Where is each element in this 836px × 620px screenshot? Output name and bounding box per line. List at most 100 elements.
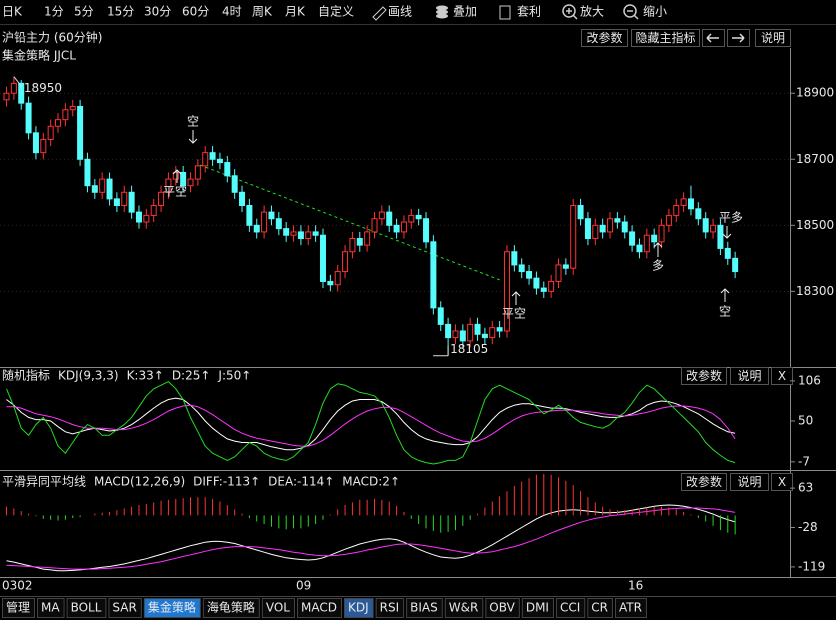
panel-button[interactable]: 说明 [730,367,769,385]
tab-frame [202,598,260,618]
button-label: 改参数 [586,30,622,45]
indicator-tab[interactable]: CCI [555,598,586,618]
signal-label: 多 [652,259,664,273]
indicator-tab[interactable]: BIAS [406,598,443,618]
tab-label: 集金策略 [148,600,196,615]
period-tab[interactable]: 4时 [222,5,242,19]
candle-body [710,224,717,233]
period-tab[interactable]: 月K [285,5,306,19]
zoom-out-icon[interactable] [623,4,639,20]
period-tab[interactable]: 日K [2,5,23,19]
indicator-tab[interactable]: SAR [108,598,142,618]
tab-frame [614,598,647,618]
button-label: 隐藏主指标 [635,30,695,45]
candle-body [47,125,54,140]
period-tab[interactable]: 自定义 [318,4,354,19]
signal-label: 平空 [163,185,187,199]
indicator-tab[interactable]: ATR [614,598,647,618]
signal-label: 平空 [502,307,526,321]
x-tick-label: 16 [628,579,643,593]
indicator-tab[interactable]: W&R [444,598,484,618]
arbitrage-icon[interactable] [499,5,511,20]
period-tab[interactable]: 1分 [44,5,64,19]
panel-button[interactable]: X [771,473,793,491]
indicator-tab[interactable]: DMI [521,598,554,618]
candle-body [297,231,304,240]
period-tab[interactable]: 60分 [182,5,209,19]
candle-body [40,138,47,154]
indicator-tab[interactable]: MACD [296,598,342,618]
tab-label: MA [41,601,60,615]
header-button[interactable]: 说明 [755,29,791,47]
candle-body [342,251,349,273]
candle-body [378,211,385,220]
candle-body [319,234,326,282]
candle-body [570,205,577,269]
indicator-line [6,380,736,465]
candle-body [290,231,297,236]
candle-body [77,105,84,160]
indicator-tab[interactable]: VOL [261,598,295,618]
period-tab[interactable]: 15分 [107,5,134,19]
indicator-tab[interactable]: RSI [375,598,405,618]
period-tab[interactable]: 5分 [74,5,94,19]
candle-body [25,102,32,134]
period-tab[interactable]: 周K [252,5,273,19]
candle-body [658,224,665,243]
y-tick-label: 18500 [796,218,834,232]
button-frame [681,473,727,491]
candle-body [533,277,540,289]
page-title: 沪铅主力 (60分钟) [2,30,102,45]
indicator-tab[interactable]: OBV [485,598,520,618]
indicator-tab[interactable]: KDJ [343,598,374,618]
header-button[interactable]: 隐藏主指标 [631,29,700,47]
candle-body [651,234,658,243]
panel-title: 集金策略 JJCL [2,48,76,63]
candle-body [717,224,724,249]
candle-body [356,238,363,246]
overlay-icon[interactable] [436,5,448,19]
tab-label: SAR [112,601,136,615]
panel-button[interactable]: 说明 [730,473,769,491]
indicator-tab[interactable]: BOLL [66,598,107,618]
candle-body [526,271,533,279]
max-label: 18950 [24,81,62,95]
indicator-readout: D:25↑ [172,369,211,383]
header-button[interactable]: 改参数 [581,29,628,47]
tool-button[interactable]: 画线 [388,5,412,19]
zoom-in-icon[interactable] [562,4,578,20]
panel-button[interactable]: 改参数 [681,367,727,385]
candle-body [10,82,17,94]
indicator-readout: 随机指标 [2,368,50,383]
indicator-tab[interactable]: 海龟策略 [202,598,260,618]
tab-frame [37,598,65,618]
tool-button[interactable]: 叠加 [453,5,477,19]
indicator-tab[interactable]: MA [37,598,65,618]
tab-frame [406,598,443,618]
indicator-line [6,507,736,570]
tool-button[interactable]: 缩小 [643,4,667,19]
y-tick-label: 18700 [796,152,834,166]
candle-body [216,158,223,164]
indicator-tab[interactable]: 管理 [2,598,36,618]
candle-body [636,244,643,253]
panel-button[interactable]: X [771,367,793,385]
candle-body [673,205,680,216]
draw-icon[interactable] [372,6,387,21]
panel-button[interactable]: 改参数 [681,473,727,491]
tool-button[interactable]: 套利 [517,5,541,19]
indicator-tab[interactable]: CR [587,598,613,618]
candle-body [702,218,709,233]
next-button[interactable] [727,29,750,47]
candle-body [172,171,179,180]
prev-button[interactable] [702,29,725,47]
candle-body [32,132,39,154]
indicator-tab[interactable]: 集金策略 [143,598,201,618]
tool-button[interactable]: 放大 [580,4,604,19]
y-tick-label: 106 [798,373,821,387]
indicator-readout: 平滑异同平均线 [2,475,86,489]
indicator-line [6,404,736,447]
period-tab[interactable]: 30分 [144,5,171,19]
tab-label: KDJ [348,601,369,615]
candle-body [18,82,25,104]
